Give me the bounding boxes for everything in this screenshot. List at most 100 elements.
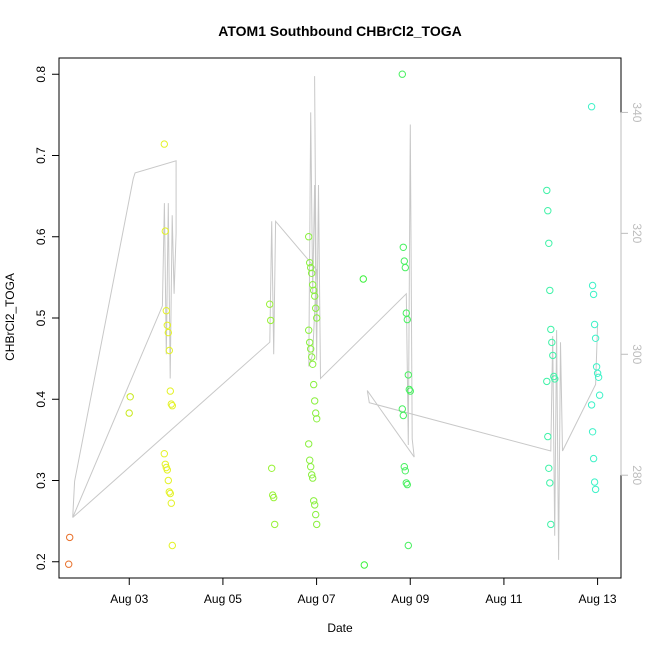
data-point: [267, 316, 275, 325]
data-point: [311, 292, 319, 300]
data-point: [309, 281, 317, 289]
data-point: [311, 501, 319, 509]
data-point: [548, 338, 556, 347]
secondary-line-layer: [72, 76, 599, 560]
data-point: [165, 346, 174, 355]
data-point: [551, 375, 559, 383]
data-point: [166, 387, 175, 395]
data-point: [549, 351, 557, 360]
data-point: [594, 373, 603, 381]
data-point: [163, 321, 172, 329]
data-point: [167, 499, 176, 507]
data-point: [590, 320, 599, 329]
data-point: [544, 432, 552, 441]
data-point: [404, 371, 412, 379]
data-point: [547, 520, 555, 529]
data-point: [360, 561, 368, 569]
data-point: [590, 478, 599, 486]
right-tick-label: 300: [630, 344, 644, 364]
chart-title: ATOM1 Southbound CHBrCl2_TOGA: [218, 23, 461, 39]
data-point: [165, 488, 174, 496]
data-point: [401, 467, 409, 475]
data-point: [595, 391, 604, 399]
data-point: [163, 466, 172, 474]
data-point: [66, 533, 74, 542]
data-point: [126, 393, 134, 401]
data-point: [403, 480, 411, 489]
right-tick-label: 340: [630, 102, 644, 122]
data-point: [311, 397, 319, 405]
y-tick-label: 0.3: [34, 472, 48, 489]
data-point: [399, 243, 407, 252]
x-axis: Aug 03 Aug 05 Aug 07 Aug 09 Aug 11 Aug 13: [110, 577, 617, 606]
data-point: [308, 269, 316, 277]
data-point: [310, 497, 318, 505]
data-point: [402, 479, 410, 487]
data-point: [547, 325, 555, 334]
data-point: [268, 464, 276, 472]
data-point: [271, 520, 279, 529]
data-point: [588, 281, 597, 290]
data-point: [167, 400, 176, 408]
plot-frame: [58, 57, 622, 579]
right-tick-label: 320: [630, 223, 644, 243]
x-tick-label: Aug 09: [391, 592, 429, 606]
data-point: [270, 493, 278, 502]
data-point: [400, 257, 408, 265]
x-tick-label: Aug 03: [110, 592, 148, 606]
data-point: [545, 464, 553, 472]
data-point: [401, 263, 409, 272]
data-point: [266, 300, 274, 308]
data-point: [310, 286, 318, 295]
data-point: [65, 560, 73, 568]
data-point: [543, 186, 551, 195]
data-point: [310, 380, 318, 389]
data-point: [166, 489, 175, 498]
data-point: [309, 474, 317, 482]
data-point: [305, 326, 313, 334]
x-tick-label: Aug 13: [579, 592, 617, 606]
data-point: [405, 385, 413, 394]
x-tick-label: Aug 11: [485, 592, 522, 606]
data-point: [305, 233, 313, 241]
data-point: [312, 510, 320, 519]
y-tick-label: 0.6: [34, 228, 48, 245]
y-tick-label: 0.7: [34, 147, 48, 164]
y-tick-label: 0.5: [34, 309, 48, 326]
x-axis-label: Date: [327, 621, 353, 635]
data-point: [125, 409, 133, 417]
x-tick-label: Aug 05: [204, 592, 242, 606]
data-point: [404, 541, 412, 550]
data-point: [308, 471, 316, 479]
y-tick-label: 0.8: [34, 66, 48, 83]
data-point: [164, 328, 173, 337]
data-point: [400, 463, 408, 471]
data-point: [168, 402, 177, 410]
data-point: [164, 476, 173, 485]
data-point: [546, 479, 554, 487]
data-point: [589, 290, 598, 299]
data-point: [168, 541, 177, 550]
data-point: [591, 485, 600, 494]
data-points: [65, 70, 604, 569]
data-point: [588, 428, 597, 436]
data-point: [359, 275, 367, 283]
data-point: [306, 338, 314, 347]
data-point: [545, 239, 553, 248]
data-point: [161, 227, 170, 235]
data-point: [305, 440, 313, 448]
data-point: [544, 207, 552, 215]
data-point: [307, 345, 315, 353]
right-tick-label: 280: [630, 465, 644, 485]
x-tick-label: Aug 07: [298, 592, 336, 606]
data-point: [587, 401, 596, 409]
data-point: [313, 415, 321, 423]
data-point: [313, 520, 321, 529]
data-point: [312, 304, 320, 312]
secondary-series-line: [72, 76, 599, 560]
data-point: [313, 314, 321, 322]
data-point: [307, 463, 315, 471]
data-point: [309, 360, 317, 368]
data-point: [162, 307, 171, 315]
y-tick-label: 0.2: [34, 553, 48, 570]
